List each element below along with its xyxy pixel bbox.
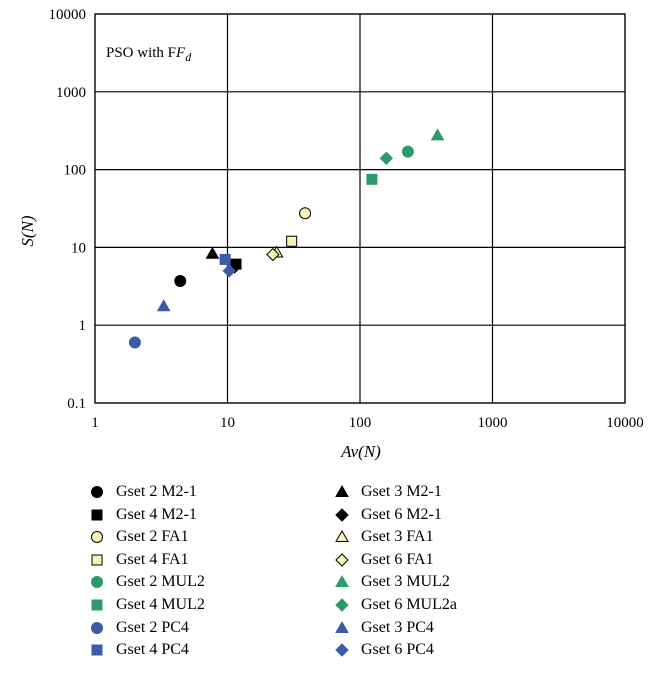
legend-symbol — [91, 644, 103, 656]
x-tick-labels: 1 10 100 1000 10000 — [91, 415, 644, 431]
legend-marker — [90, 621, 104, 635]
legend-item: Gset 4 FA1 — [90, 550, 189, 570]
legend-label: Gset 6 PC4 — [361, 641, 434, 659]
x-tick-label: 10000 — [606, 415, 644, 431]
legend-label: Gset 4 PC4 — [116, 641, 189, 659]
y-tick-labels: 0.1 1 10 100 1000 10000 — [49, 7, 87, 412]
legend-marker — [335, 507, 349, 522]
legend-item: Gset 2 M2-1 — [90, 482, 197, 502]
legend-label: Gset 3 FA1 — [361, 528, 434, 546]
legend-label: Gset 2 PC4 — [116, 618, 189, 636]
legend-label: Gset 6 FA1 — [361, 550, 434, 568]
legend-item: Gset 4 PC4 — [90, 640, 189, 660]
legend-symbol — [335, 575, 349, 588]
data-point — [266, 247, 280, 262]
legend-symbol — [91, 509, 103, 521]
data-point — [379, 151, 394, 165]
legend-marker — [335, 530, 349, 544]
legend-item: Gset 4 M2-1 — [90, 505, 197, 525]
x-tick-label: 10 — [220, 415, 235, 431]
grid-lines — [94, 13, 626, 404]
data-point — [174, 274, 187, 287]
data-point — [366, 173, 378, 185]
x-axis-title: Av(N) — [340, 442, 381, 461]
legend-label: Gset 6 MUL2a — [361, 596, 457, 613]
legend-label: Gset 2 M2-1 — [116, 483, 197, 500]
legend-symbol — [335, 530, 349, 543]
data-point — [401, 145, 414, 158]
legend-item: Gset 3 M2-1 — [335, 482, 442, 502]
legend-symbol — [91, 531, 103, 544]
data-points — [128, 128, 445, 349]
legend-item: Gset 2 FA1 — [90, 527, 189, 547]
legend-item: Gset 6 PC4 — [335, 640, 434, 660]
legend-marker — [90, 530, 104, 544]
legend-symbol — [91, 486, 103, 498]
legend-marker — [335, 598, 349, 612]
legend-marker — [335, 485, 349, 499]
legend-item: Gset 2 MUL2 — [90, 572, 205, 592]
legend-marker — [90, 575, 104, 589]
legend-marker — [90, 643, 104, 657]
legend-label: Gset 3 MUL2 — [361, 573, 450, 591]
chart-annotation: PSO with FFd — [106, 45, 192, 64]
legend-marker — [335, 620, 349, 635]
data-point — [222, 264, 236, 278]
legend-symbol — [335, 643, 349, 657]
data-point — [219, 253, 231, 265]
x-tick-label: 100 — [349, 415, 372, 431]
y-tick-label: 10000 — [49, 7, 87, 23]
y-axis-title: S(N) — [18, 215, 37, 247]
legend-symbol — [335, 598, 349, 612]
legend-label: Gset 4 FA1 — [116, 550, 189, 568]
legend-label: Gset 4 MUL2 — [116, 596, 205, 613]
legend-item: Gset 2 PC4 — [90, 618, 189, 638]
legend-symbol — [91, 599, 103, 611]
legend-item: Gset 3 FA1 — [335, 527, 434, 547]
legend-symbol — [335, 507, 349, 522]
legend-marker — [335, 553, 349, 567]
data-point — [430, 128, 445, 141]
legend-label: Gset 2 MUL2 — [116, 573, 205, 591]
data-point — [205, 246, 220, 259]
data-point — [299, 207, 312, 220]
legend-label: Gset 2 FA1 — [116, 528, 189, 546]
y-tick-label: 1000 — [56, 85, 86, 101]
data-point — [286, 235, 298, 247]
legend-symbol — [335, 485, 349, 497]
legend-marker — [90, 485, 104, 499]
legend-item: Gset 3 PC4 — [335, 618, 434, 638]
legend-marker — [90, 553, 104, 567]
y-tick-label: 10 — [71, 240, 86, 256]
x-tick-label: 1000 — [478, 415, 508, 431]
legend-label: Gset 4 M2-1 — [116, 505, 197, 523]
legend-item: Gset 4 MUL2 — [90, 595, 205, 615]
legend-item: Gset 6 FA1 — [335, 550, 434, 570]
legend-marker — [90, 508, 104, 522]
legend-symbol — [335, 620, 349, 633]
plot-area — [94, 13, 626, 404]
scatter-chart: 1 10 100 1000 10000 0.1 1 10 100 1000 10000 PSO w… — [18, 7, 644, 461]
legend-item: Gset 6 MUL2a — [335, 595, 457, 615]
data-point — [156, 299, 171, 312]
legend-label: Gset 3 M2-1 — [361, 483, 442, 500]
y-tick-label: 1 — [79, 318, 87, 334]
x-tick-label: 1 — [91, 415, 99, 431]
legend-label: Gset 6 M2-1 — [361, 505, 442, 523]
legend-item: Gset 6 M2-1 — [335, 505, 442, 525]
legend-label: Gset 3 PC4 — [361, 618, 434, 636]
legend-symbol — [335, 553, 349, 567]
legend-symbol — [91, 554, 103, 566]
legend-marker — [335, 643, 349, 657]
data-point — [128, 336, 141, 349]
legend-symbol — [91, 576, 103, 589]
y-tick-label: 0.1 — [67, 396, 86, 412]
legend-symbol — [91, 621, 103, 634]
y-tick-label: 100 — [64, 163, 87, 179]
legend-marker — [335, 575, 349, 589]
legend-item: Gset 3 MUL2 — [335, 572, 450, 592]
legend-marker — [90, 598, 104, 612]
